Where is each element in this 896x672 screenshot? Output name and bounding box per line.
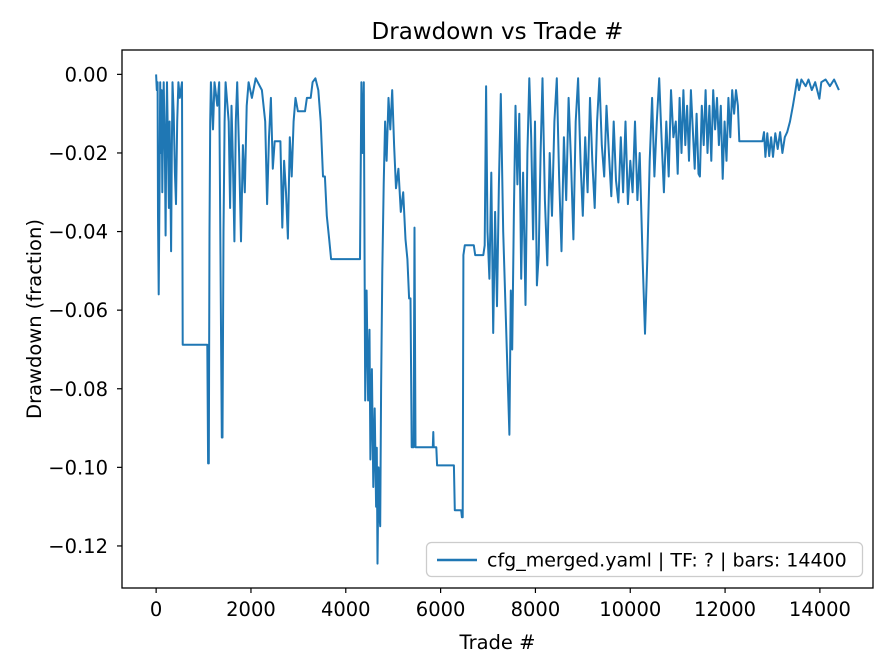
legend-frame bbox=[425, 541, 864, 578]
x-tick-label: 10000 bbox=[599, 598, 661, 621]
y-tick-label: −0.02 bbox=[48, 142, 108, 165]
legend-label: cfg_merged.yaml | TF: ? | bars: 14400 bbox=[487, 550, 847, 572]
x-axis-label: Trade # bbox=[459, 631, 536, 654]
x-tick-label: 14000 bbox=[789, 598, 851, 621]
chart-title: Drawdown vs Trade # bbox=[372, 19, 624, 45]
y-tick-label: −0.08 bbox=[48, 378, 108, 401]
y-tick-label: −0.06 bbox=[48, 299, 108, 322]
x-axis-ticks: 0 2000 4000 6000 8000 10000 12000 14000 bbox=[150, 588, 851, 621]
x-tick-label: 6000 bbox=[416, 598, 466, 621]
legend: cfg_merged.yaml | TF: ? | bars: 14400 bbox=[425, 541, 864, 578]
x-tick-label: 0 bbox=[150, 598, 162, 621]
y-tick-label: 0.00 bbox=[65, 63, 108, 86]
y-axis-ticks: 0.00 −0.02 −0.04 −0.06 −0.08 −0.10 −0.12 bbox=[48, 63, 122, 558]
x-tick-label: 8000 bbox=[511, 598, 561, 621]
y-axis-label: Drawdown (fraction) bbox=[23, 219, 46, 419]
x-tick-label: 4000 bbox=[321, 598, 371, 621]
y-tick-label: −0.10 bbox=[48, 456, 108, 479]
y-tick-label: −0.04 bbox=[48, 221, 108, 244]
x-tick-label: 12000 bbox=[694, 598, 756, 621]
plot-frame bbox=[121, 49, 874, 589]
drawdown-line bbox=[155, 74, 840, 565]
y-tick-label: −0.12 bbox=[48, 535, 108, 558]
x-tick-label: 2000 bbox=[226, 598, 276, 621]
